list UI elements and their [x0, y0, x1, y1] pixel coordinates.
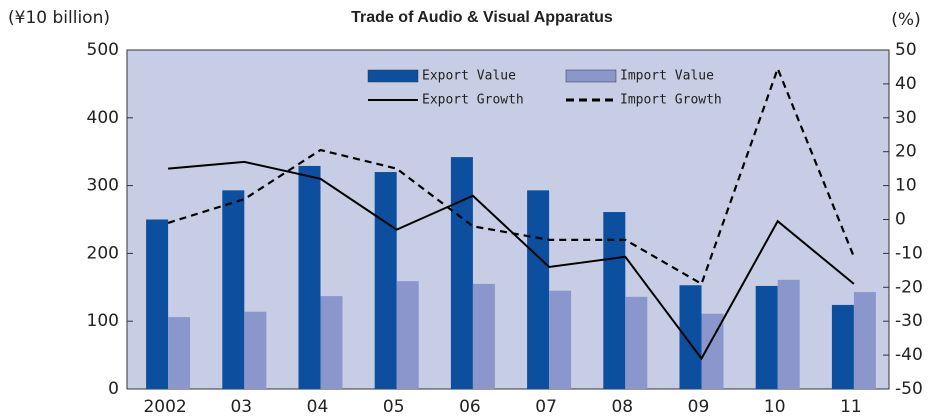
legend-swatch: [565, 69, 617, 83]
x-tick-label: 05: [383, 397, 405, 417]
bar: [396, 281, 419, 389]
y-tick-label: 400: [87, 108, 119, 128]
bar: [222, 190, 245, 389]
bar: [450, 157, 473, 389]
y2-tick-label: 20: [895, 142, 917, 162]
bar: [777, 279, 800, 389]
x-tick-label: 08: [611, 397, 633, 417]
x-tick-label: 07: [535, 397, 557, 417]
y-tick-label: 300: [87, 176, 119, 196]
bar: [549, 290, 572, 389]
bar: [244, 311, 267, 389]
y2-tick-label: 0: [895, 210, 906, 230]
bar: [853, 292, 876, 389]
bar: [374, 172, 397, 389]
y2-tick-label: 50: [895, 40, 917, 60]
y2-axis-label: (%): [891, 10, 920, 30]
x-tick-label: 10: [764, 397, 786, 417]
y-tick-label: 500: [87, 40, 119, 60]
bar: [679, 285, 702, 389]
bar: [168, 317, 191, 389]
y2-tick-label: 30: [895, 108, 917, 128]
bar: [755, 285, 778, 389]
y-tick-label: 200: [87, 243, 119, 263]
chart-title: Trade of Audio & Visual Apparatus: [351, 9, 613, 26]
line: [167, 65, 855, 286]
legend-label: Export Growth: [422, 93, 524, 108]
legend-label: Export Value: [422, 69, 516, 84]
y-tick-label: 0: [108, 379, 119, 399]
y2-tick-label: -50: [895, 379, 923, 399]
y2-tick-label: -10: [895, 243, 923, 263]
x-tick-label: 06: [459, 397, 481, 417]
bar: [320, 296, 343, 389]
bar: [831, 304, 854, 389]
legend-label: Import Growth: [620, 93, 722, 108]
bar: [625, 296, 648, 389]
y2-tick-label: -20: [895, 277, 923, 297]
y-tick-label: 100: [87, 311, 119, 331]
y-axis-label: (¥10 billion): [8, 8, 110, 28]
x-tick-label: 04: [307, 397, 329, 417]
x-tick-label: 11: [840, 397, 862, 417]
bar: [527, 190, 550, 389]
line: [168, 160, 855, 361]
x-tick-label: 03: [230, 397, 252, 417]
bar: [146, 219, 169, 389]
bar: [298, 165, 321, 389]
y2-tick-label: -30: [895, 311, 923, 331]
y2-tick-label: -40: [895, 345, 923, 365]
bar: [701, 313, 724, 389]
bar: [603, 212, 626, 389]
y2-tick-label: 40: [895, 74, 917, 94]
legend-label: Import Value: [620, 69, 714, 84]
y2-tick-label: 10: [895, 176, 917, 196]
bar: [472, 283, 495, 389]
x-tick-label: 09: [688, 397, 710, 417]
x-tick-label: 2002: [143, 397, 186, 417]
legend-swatch: [367, 69, 419, 83]
